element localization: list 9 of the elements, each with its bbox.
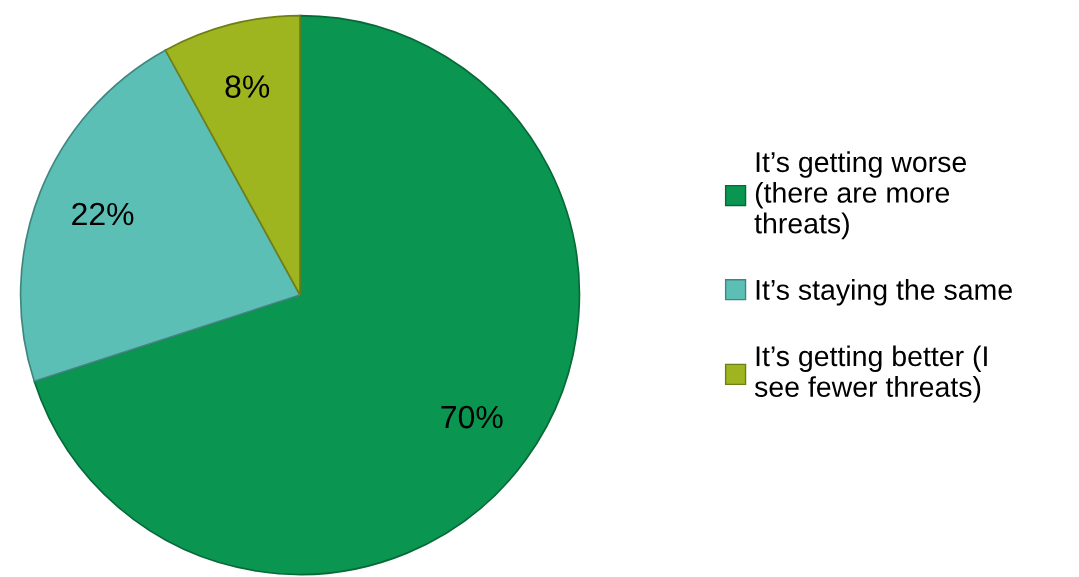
legend-label: It’s staying the same bbox=[756, 279, 1012, 306]
data-label: 70% bbox=[441, 405, 503, 429]
pie-slice bbox=[19, 49, 301, 383]
data-label: 8% bbox=[225, 75, 270, 98]
pie-slice bbox=[33, 14, 581, 576]
legend-label: It’s getting worse (there are more threats) bbox=[754, 151, 966, 240]
pie-slice bbox=[164, 14, 301, 296]
data-label: 22% bbox=[72, 202, 134, 226]
legend-label: It’s getting better (I see fewer threats) bbox=[754, 345, 987, 403]
